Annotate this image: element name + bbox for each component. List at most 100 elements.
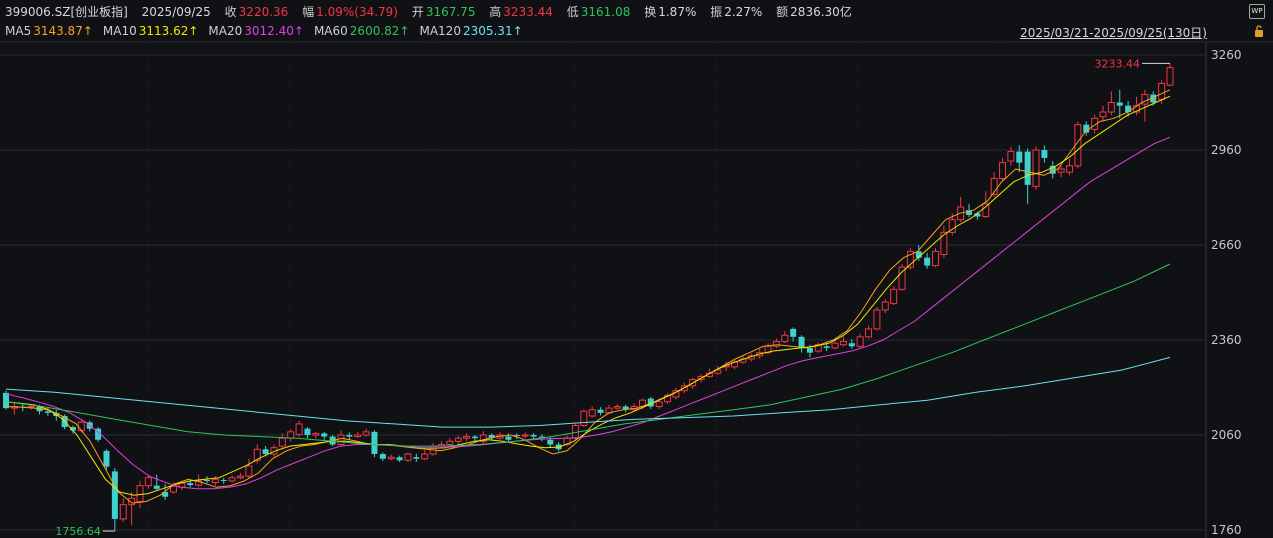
candle-body — [287, 431, 295, 439]
candle-body — [530, 435, 537, 437]
candle-body — [856, 336, 864, 347]
candle-body — [982, 203, 990, 217]
candle-body — [655, 401, 663, 407]
ma-line-ma5 — [5, 89, 1171, 504]
candle-body — [990, 178, 998, 195]
y-tick-label: 2660 — [1211, 238, 1242, 252]
high-marker-label: 3233.44 — [1095, 57, 1141, 70]
y-tick-label: 2960 — [1211, 143, 1242, 157]
candle-body — [95, 428, 102, 440]
candle-body — [128, 497, 136, 506]
y-tick-label: 2360 — [1211, 333, 1242, 347]
candle-body — [714, 369, 722, 374]
candle-body — [505, 436, 512, 440]
high-value: 3233.44 — [503, 5, 553, 19]
date-range-label[interactable]: 2025/03/21-2025/09/25(130日) — [1020, 26, 1207, 40]
change-label: 幅 — [302, 5, 315, 19]
candle-body — [823, 346, 830, 348]
candle-body — [144, 477, 152, 487]
candle-body — [253, 448, 261, 461]
candle-body — [77, 421, 85, 432]
lock-icon[interactable] — [1254, 25, 1264, 37]
ma-legend-name: MA5 — [5, 24, 32, 38]
candle-body — [371, 431, 378, 454]
candle-body — [1007, 151, 1015, 162]
candle-body — [1083, 124, 1090, 133]
candle-body — [228, 477, 236, 482]
candle-body — [940, 231, 948, 255]
candle-body — [262, 449, 269, 454]
candle-body — [513, 435, 520, 436]
candle-body — [404, 453, 412, 461]
candle-body — [278, 437, 286, 447]
candle-body — [321, 433, 328, 437]
candle-body — [203, 479, 210, 481]
y-tick-label: 1760 — [1211, 523, 1242, 537]
candle-body — [999, 162, 1007, 180]
candle-body — [119, 504, 127, 520]
candle-body — [69, 427, 76, 431]
candle-body — [44, 411, 51, 413]
candle-body — [3, 392, 9, 409]
candle-body — [948, 219, 956, 233]
candle-body — [1057, 168, 1065, 173]
low-marker-label: 1756.64 — [55, 525, 101, 538]
candle-body — [932, 250, 940, 267]
candle-body — [463, 436, 471, 439]
ma-line-ma20 — [5, 136, 1171, 490]
candle-body — [195, 480, 203, 486]
ma-legend-value: 3012.40↑ — [244, 24, 304, 38]
quote-header: 399006.SZ[创业板指] 2025/09/25 收 3220.36 幅 1.0… — [5, 3, 862, 21]
candle-body — [413, 457, 420, 459]
candle-body — [588, 409, 596, 417]
ma-legend-value: 2305.31↑ — [462, 24, 523, 38]
candle-body — [396, 457, 403, 461]
y-tick-label: 2060 — [1211, 428, 1242, 442]
candle-body — [1116, 102, 1123, 106]
high-label: 高 — [489, 5, 502, 19]
wp-icon[interactable]: WP — [1249, 4, 1265, 19]
ma-legend-name: MA20 — [208, 24, 243, 38]
candle-body — [1166, 67, 1174, 86]
candle-body — [295, 423, 303, 435]
candle-body — [597, 409, 604, 413]
candle-body — [764, 345, 772, 354]
low-value: 3161.08 — [580, 5, 631, 19]
candle-body — [1091, 117, 1099, 130]
candle-body — [790, 328, 797, 337]
candle-body — [1041, 150, 1048, 158]
candle-body — [1049, 165, 1056, 174]
candle-body — [1099, 111, 1107, 118]
candle-body — [362, 431, 370, 436]
candle-body — [136, 485, 144, 502]
ma-legend-value: 3113.62↑ — [138, 24, 199, 38]
candle-body — [622, 406, 629, 410]
candle-body — [153, 485, 160, 489]
candle-body — [1107, 102, 1115, 113]
low-label: 低 — [566, 5, 579, 19]
candle-body — [613, 406, 621, 409]
ma-line-ma60 — [5, 263, 1171, 447]
candle-body — [798, 336, 805, 348]
candle-body — [881, 301, 889, 311]
turnover-value: 1.87% — [658, 5, 697, 19]
ma-legend-value: 3143.87↑ — [33, 24, 93, 38]
candle-body — [848, 343, 855, 347]
amplitude-label: 振 — [710, 5, 723, 19]
amount-value: 2836.30亿 — [790, 5, 852, 19]
candle-body — [479, 434, 487, 442]
quote-date: 2025/09/25 — [141, 5, 211, 19]
candle-body — [471, 436, 478, 439]
candle-body — [304, 428, 311, 435]
candle-body — [924, 257, 931, 266]
open-value: 3167.75 — [425, 5, 476, 19]
candle-body — [1066, 165, 1074, 173]
candle-body — [421, 453, 429, 460]
candle-body — [162, 492, 169, 497]
index-name[interactable]: 399006.SZ[创业板指] — [5, 5, 128, 19]
candle-body — [187, 483, 194, 486]
candle-body — [1024, 151, 1031, 185]
candle-body — [337, 434, 345, 445]
candle-body — [488, 435, 495, 439]
